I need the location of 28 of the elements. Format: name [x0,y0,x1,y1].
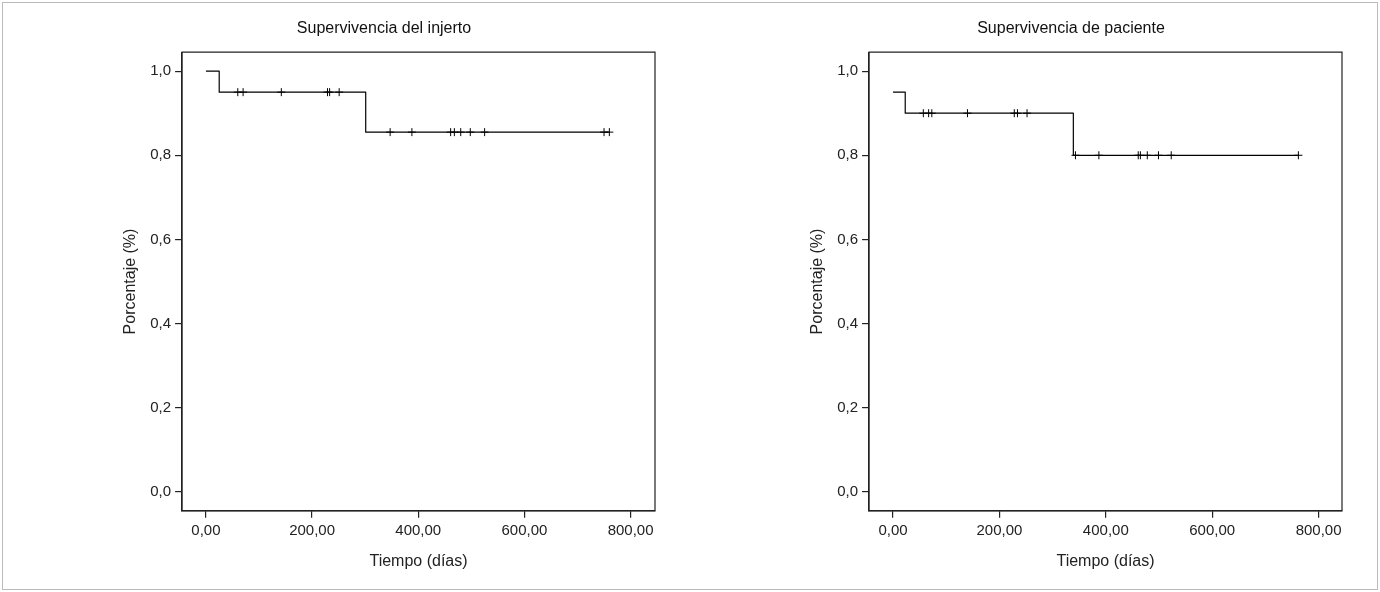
y-tick-label: 0,2 [150,397,172,415]
y-axis-title: Porcentaje (%) [121,228,139,335]
x-tick-label: 600,00 [1189,520,1236,538]
x-tick-label: 200,00 [976,520,1023,538]
x-axis-title: Tiempo (días) [369,551,468,569]
y-tick-label: 0,6 [837,229,859,247]
x-tick-label: 0,00 [191,520,221,538]
y-tick-label: 1,0 [837,61,859,79]
x-tick-label: 0,00 [878,520,908,538]
x-axis-title: Tiempo (días) [1056,551,1155,569]
y-tick-label: 0,6 [150,229,172,247]
y-tick-label: 0,0 [837,482,859,500]
y-axis-title: Porcentaje (%) [808,228,826,335]
y-tick-label: 0,4 [150,313,172,331]
y-tick-label: 0,0 [150,482,172,500]
x-tick-label: 800,00 [607,520,654,538]
x-tick-label: 200,00 [289,520,336,538]
y-tick-label: 1,0 [150,61,172,79]
x-tick-label: 400,00 [395,520,442,538]
x-tick-label: 600,00 [501,520,548,538]
x-tick-label: 800,00 [1295,520,1342,538]
x-tick-label: 400,00 [1082,520,1129,538]
y-tick-label: 0,2 [837,397,859,415]
chart-title: Supervivencia del injerto [296,19,472,37]
chart-title: Supervivencia de paciente [977,19,1165,37]
y-tick-label: 0,4 [837,313,859,331]
y-tick-label: 0,8 [150,145,172,163]
y-tick-label: 0,8 [837,145,859,163]
